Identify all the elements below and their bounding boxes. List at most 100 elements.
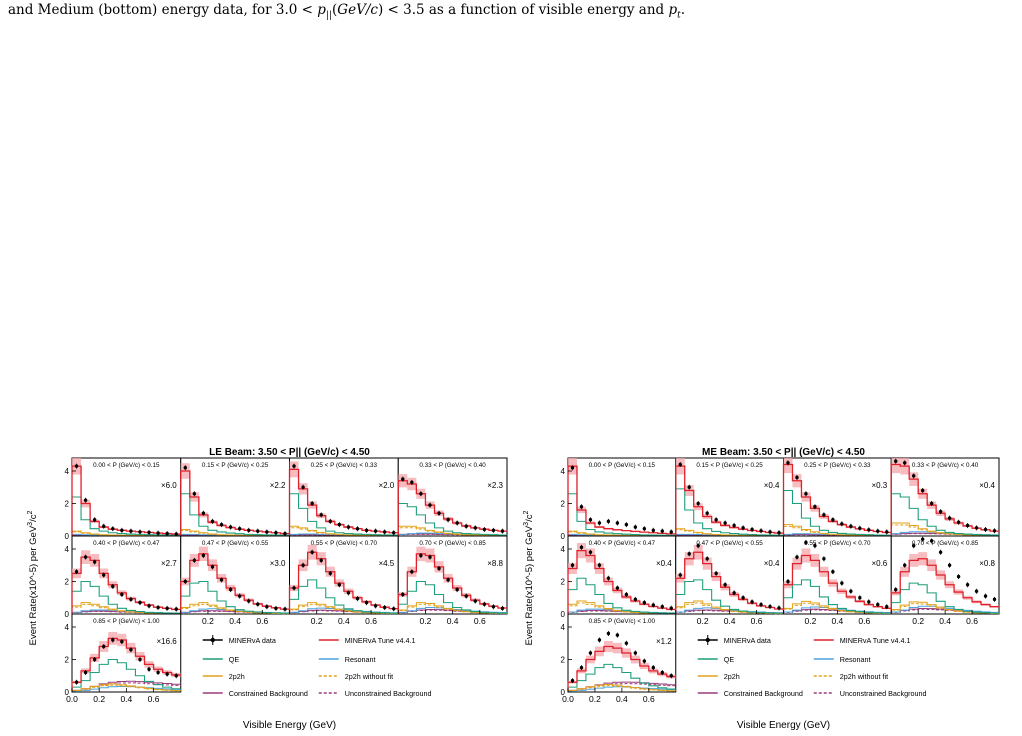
figure-caption: and Medium (bottom) energy data, for 3.0…	[8, 2, 686, 21]
data-point	[651, 528, 656, 533]
legend-label: 2p2h	[724, 672, 740, 681]
y-tick-label: 2	[561, 500, 566, 509]
data-point	[401, 477, 405, 481]
data-point	[446, 578, 450, 582]
panel-label: 0.55 < P (GeV/c) < 0.70	[804, 540, 871, 547]
data-point	[355, 526, 360, 531]
data-point	[911, 474, 916, 478]
data-point	[346, 591, 351, 595]
data-point	[192, 492, 197, 496]
panel-label: 0.25 < P (GeV/c) < 0.33	[311, 462, 378, 469]
y-tick-label: 4	[65, 545, 70, 554]
x-tick-label: 0.4	[939, 616, 951, 626]
qe-line	[288, 493, 399, 536]
legend-label: Constrained Background	[229, 689, 308, 698]
panel-7: 0.70 < P (GeV/c) < 0.85 ×0.8 0.2 0.4 0.6	[890, 535, 1000, 626]
data-point	[74, 570, 79, 574]
data-point	[642, 600, 647, 605]
data-point	[876, 602, 880, 607]
x-tick-label: 0.2	[589, 694, 601, 704]
data-point	[903, 461, 907, 465]
data-point	[274, 531, 278, 535]
data-point	[947, 516, 952, 520]
data-point	[192, 558, 197, 563]
panel-label: 0.40 < P (GeV/c) < 0.47	[93, 540, 160, 547]
panel-scale-factor: ×0.4	[764, 559, 780, 568]
data-point	[894, 459, 898, 463]
data-point	[410, 570, 414, 574]
panel-0: 0.00 < P (GeV/c) < 0.15 ×6.0 0 2 4	[65, 457, 182, 541]
data-point	[714, 571, 718, 576]
data-point	[247, 599, 251, 603]
x-tick-label: 0.2	[93, 694, 105, 704]
data-point	[392, 531, 396, 535]
data-point	[956, 574, 961, 579]
data-point	[929, 501, 934, 506]
data-point	[500, 529, 505, 533]
data-point	[768, 604, 772, 609]
qe-line	[782, 489, 892, 536]
data-point	[633, 525, 638, 529]
panel-scale-factor: ×1.2	[656, 637, 672, 646]
x-tick-label: 0.2	[805, 616, 817, 626]
2p2h-without-fit-line	[397, 603, 507, 614]
panel-label: 0.47 < P (GeV/c) < 0.55	[696, 540, 763, 547]
y-axis-label: Event Rate(x10^-5) per GeV3/c2	[523, 511, 535, 646]
figure-group-0: LE Beam: 3.50 < P|| (GeV/c) < 4.50 Event …	[27, 447, 508, 731]
panel-label: 0.15 < P (GeV/c) < 0.25	[696, 462, 763, 469]
data-point	[147, 604, 151, 608]
data-point	[482, 527, 487, 532]
legend-label: MINERvA Tune v4.4.1	[345, 636, 416, 645]
x-tick-label: 0.0	[562, 694, 574, 704]
data-point	[102, 524, 106, 528]
data-point	[642, 526, 647, 531]
tune-line	[71, 465, 181, 536]
legend-label: MINERvA data	[229, 636, 276, 645]
qe-line	[288, 579, 399, 614]
data-point	[633, 597, 638, 602]
qe-line	[71, 580, 181, 614]
data-point	[678, 573, 682, 577]
data-point	[938, 550, 943, 554]
data-point	[849, 589, 853, 593]
data-point	[147, 530, 151, 535]
data-point	[346, 525, 351, 529]
panel-label: 0.25 < P (GeV/c) < 0.33	[804, 462, 871, 469]
data-point	[183, 466, 187, 470]
legend-label: Unconstrained Background	[840, 689, 927, 698]
data-point	[660, 529, 664, 533]
tune-line	[675, 551, 784, 614]
data-point	[759, 602, 763, 607]
data-point	[867, 528, 871, 532]
data-point	[795, 475, 799, 480]
qe-line	[567, 663, 676, 692]
panel-scale-factor: ×0.3	[871, 481, 887, 490]
y-tick-label: 4	[561, 545, 566, 554]
data-point	[247, 528, 251, 533]
data-point	[822, 557, 826, 561]
tune-line	[288, 551, 399, 614]
data-point	[678, 462, 682, 467]
qe-line	[567, 577, 676, 614]
y-tick-label: 4	[65, 623, 70, 632]
data-point	[624, 592, 629, 597]
data-point	[301, 563, 305, 567]
panel-scale-factor: ×0.6	[871, 559, 887, 568]
data-point	[310, 550, 314, 554]
data-point	[929, 539, 934, 543]
panel-label: 0.70 < P (GeV/c) < 0.85	[419, 540, 486, 547]
data-point	[597, 638, 602, 642]
panel-label: 0.40 < P (GeV/c) < 0.47	[589, 540, 656, 547]
tune-line	[288, 468, 399, 536]
data-point	[102, 573, 106, 577]
data-point	[579, 545, 584, 550]
panel-2: 0.25 < P (GeV/c) < 0.33 ×0.3	[782, 457, 892, 537]
legend: MINERvA data MINERvA Tune v4.4.1 QE Resonan…	[202, 635, 431, 698]
data-point	[992, 529, 997, 533]
tune-line	[71, 637, 181, 692]
data-point	[373, 529, 378, 533]
panel-2: 0.25 < P (GeV/c) < 0.33 ×2.0	[288, 457, 399, 537]
data-point	[597, 521, 602, 525]
data-point	[687, 485, 691, 489]
data-point	[669, 674, 673, 678]
